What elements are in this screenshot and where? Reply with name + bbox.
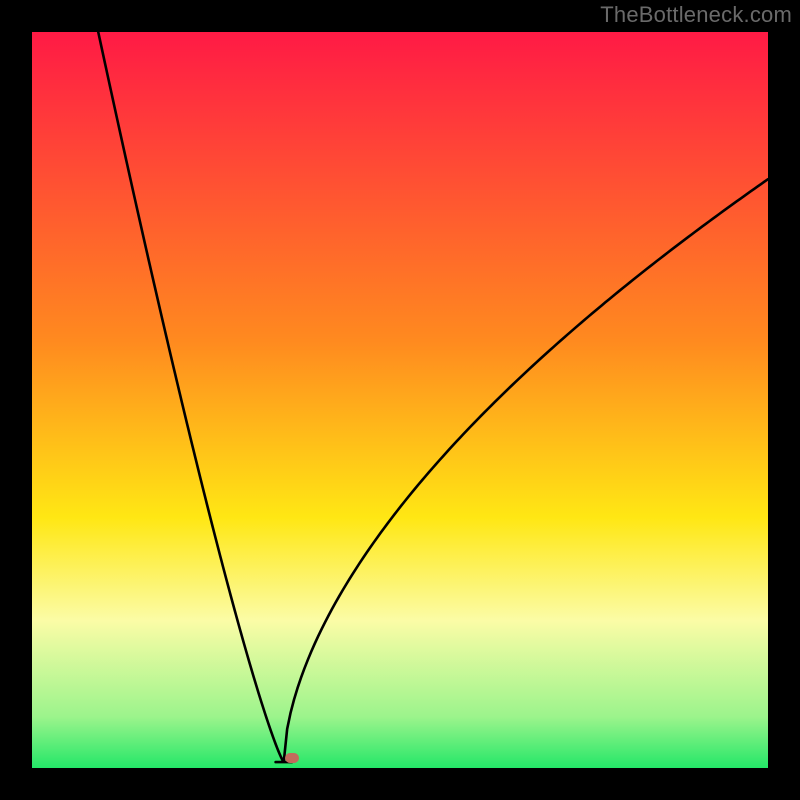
figure-root: TheBottleneck.com xyxy=(0,0,800,800)
bottleneck-curve-path xyxy=(98,32,768,762)
watermark-text: TheBottleneck.com xyxy=(600,2,792,28)
plot-area xyxy=(32,32,768,768)
optimum-marker xyxy=(285,753,299,763)
bottleneck-curve xyxy=(32,32,768,768)
